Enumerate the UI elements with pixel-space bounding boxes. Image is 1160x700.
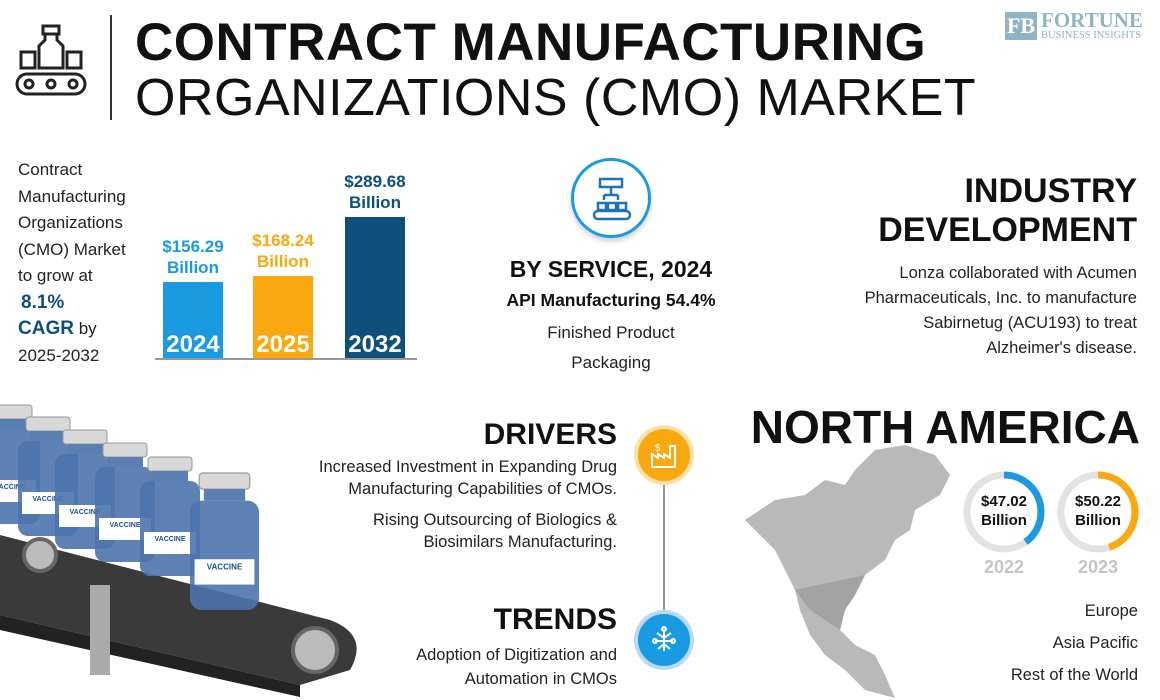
region-title: NORTH AMERICA [750, 401, 1140, 453]
logo-mark: FB [1005, 11, 1037, 40]
cagr-period: 2025-2032 [18, 345, 100, 365]
service-icon-circle [571, 158, 651, 238]
industry-text: Lonza collaborated with Acumen Pharmaceut… [864, 264, 1137, 357]
conveyor-robot-arm-icon [592, 177, 632, 221]
intro-text: Contract Manufacturing Organizations (CM… [18, 157, 143, 369]
trends-text: Adoption of Digitization and Automation i… [416, 646, 617, 688]
donut-2022: $47.02 Billion 2022 [962, 470, 1046, 578]
bar-value-label: $168.24 Billion [252, 231, 314, 272]
vaccine-vial: VACCINE [190, 472, 259, 610]
donut-value: $50.22 Billion [1075, 493, 1121, 529]
svg-text:VACCINE: VACCINE [155, 536, 186, 543]
service-leading: API Manufacturing 54.4% [506, 290, 716, 310]
trends-icon-circle [634, 610, 694, 670]
bar-value-label: $156.29 Billion [162, 236, 224, 277]
bar-2024: 2024 [163, 281, 223, 358]
svg-text:VACCINE: VACCINE [110, 522, 141, 529]
cagr-value: 8.1% [21, 291, 65, 313]
bar-2032: 2032 [345, 217, 405, 358]
region-asia-pacific: Asia Pacific [1052, 634, 1138, 652]
logo-name: FORTUNE [1041, 8, 1143, 32]
industry-title: INDUSTRY DEVELOPMENT [878, 172, 1137, 249]
donut-ring [1057, 471, 1139, 553]
fortune-logo: FB FORTUNE BUSINESS INSIGHTS [1005, 10, 1143, 41]
donut-ring [963, 471, 1045, 553]
drivers-title: DRIVERS [483, 418, 617, 451]
title-line-2: ORGANIZATIONS (CMO) MARKET [135, 69, 977, 127]
driver-item: Increased Investment in Expanding Drug Ma… [318, 458, 617, 498]
pharma-production-line-icon [15, 24, 87, 96]
trends-title: TRENDS [493, 603, 617, 636]
region-rest-of-world: Rest of the World [1010, 666, 1138, 684]
cagr-by: by [78, 319, 97, 338]
svg-text:VACCINE: VACCINE [33, 496, 64, 503]
intro-sentence: Contract Manufacturing Organizations (CM… [18, 160, 126, 285]
svg-text:VACCINE: VACCINE [70, 509, 101, 516]
market-bar-chart: 2024 $156.29 Billion 2025 $168.24 Billion 2032… [155, 160, 417, 360]
service-item: Finished Product [547, 323, 675, 342]
logo-sub: BUSINESS INSIGHTS [1041, 30, 1142, 41]
svg-text:VACCINE: VACCINE [207, 563, 243, 572]
svg-text:VACCINE: VACCINE [0, 484, 26, 491]
vaccine-vial: VACCINE [140, 456, 200, 576]
title-line-1: CONTRACT MANUFACTURING [135, 13, 927, 72]
service-item: Packaging [571, 353, 651, 372]
drivers-list: Increased Investment in Expanding Drug Ma… [319, 456, 617, 553]
vaccine-vials-conveyor-illustration: VACCINE VACCINE VACCINE VACCINE VACCINE VACCI… [0, 404, 357, 697]
donut-2023: $50.22 Billion 2023 [1056, 470, 1140, 578]
other-regions: Europe Asia Pacific Rest of the World [1011, 595, 1138, 691]
drivers-icon-circle: $ [634, 425, 694, 485]
donut-arc [963, 471, 1045, 553]
bar-2025: 2025 [253, 276, 313, 358]
digital-brain-icon [652, 626, 676, 651]
service-title: BY SERVICE, 2024 [509, 256, 713, 282]
bar-value-label: $289.68 Billion [344, 172, 406, 213]
donut-arc [1057, 471, 1139, 553]
svg-text:$: $ [655, 443, 661, 454]
driver-item: Rising Outsourcing of Biologics & Biosimi… [373, 511, 617, 551]
north-america-map [745, 445, 950, 698]
donut-value: $47.02 Billion [981, 493, 1027, 529]
cagr-label: CAGR [18, 318, 74, 339]
timeline-line [663, 480, 665, 615]
header-divider [110, 15, 112, 120]
donut-year: 2023 [1077, 557, 1119, 577]
region-europe: Europe [1084, 602, 1138, 620]
donut-year: 2022 [983, 557, 1025, 577]
factory-money-icon: $ [651, 443, 676, 468]
